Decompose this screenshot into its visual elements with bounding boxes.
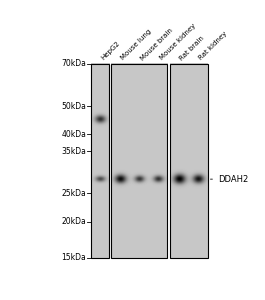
Bar — [91, 64, 109, 258]
Text: Mouse kidney: Mouse kidney — [159, 23, 197, 62]
Text: HepG2: HepG2 — [100, 40, 121, 61]
Text: Mouse lung: Mouse lung — [120, 29, 153, 62]
Text: DDAH2: DDAH2 — [210, 175, 248, 184]
Text: 70kDa: 70kDa — [61, 59, 86, 68]
Text: 15kDa: 15kDa — [61, 253, 86, 262]
Text: Mouse brain: Mouse brain — [139, 27, 174, 62]
Text: Rat brain: Rat brain — [178, 34, 205, 62]
Text: Rat kidney: Rat kidney — [198, 31, 228, 62]
Bar — [111, 64, 167, 258]
Text: 40kDa: 40kDa — [61, 130, 86, 139]
Bar — [170, 64, 208, 258]
Text: 35kDa: 35kDa — [61, 146, 86, 155]
Text: 25kDa: 25kDa — [61, 189, 86, 198]
Text: 20kDa: 20kDa — [61, 217, 86, 226]
Text: 50kDa: 50kDa — [61, 102, 86, 111]
